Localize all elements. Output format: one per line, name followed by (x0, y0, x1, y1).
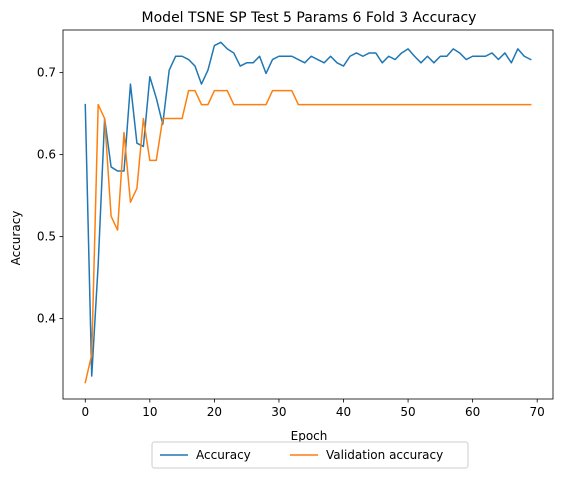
y-axis: 0.4 0.5 0.6 0.7 (37, 66, 63, 326)
x-axis: 0 10 20 30 40 50 60 70 (81, 399, 544, 419)
y-axis-label: Accuracy (9, 211, 23, 266)
legend: Accuracy Validation accuracy (152, 442, 468, 468)
plot-frame (63, 30, 553, 399)
x-tick-label: 30 (271, 405, 286, 419)
series-accuracy-line (85, 42, 530, 376)
y-tick-label: 0.6 (37, 148, 56, 162)
plot-area (85, 42, 530, 382)
x-tick-label: 70 (530, 405, 545, 419)
x-tick-label: 40 (336, 405, 351, 419)
y-tick-label: 0.4 (37, 312, 56, 326)
series-validation-accuracy-line (85, 91, 530, 383)
x-tick-label: 60 (465, 405, 480, 419)
y-tick-label: 0.7 (37, 66, 56, 80)
x-axis-label: Epoch (291, 429, 328, 443)
x-tick-label: 0 (81, 405, 89, 419)
chart-title: Model TSNE SP Test 5 Params 6 Fold 3 Acc… (142, 10, 477, 26)
legend-label-validation-accuracy: Validation accuracy (326, 448, 443, 462)
x-tick-label: 50 (400, 405, 415, 419)
legend-label-accuracy: Accuracy (196, 448, 251, 462)
x-tick-label: 10 (142, 405, 157, 419)
y-tick-label: 0.5 (37, 230, 56, 244)
x-tick-label: 20 (207, 405, 222, 419)
